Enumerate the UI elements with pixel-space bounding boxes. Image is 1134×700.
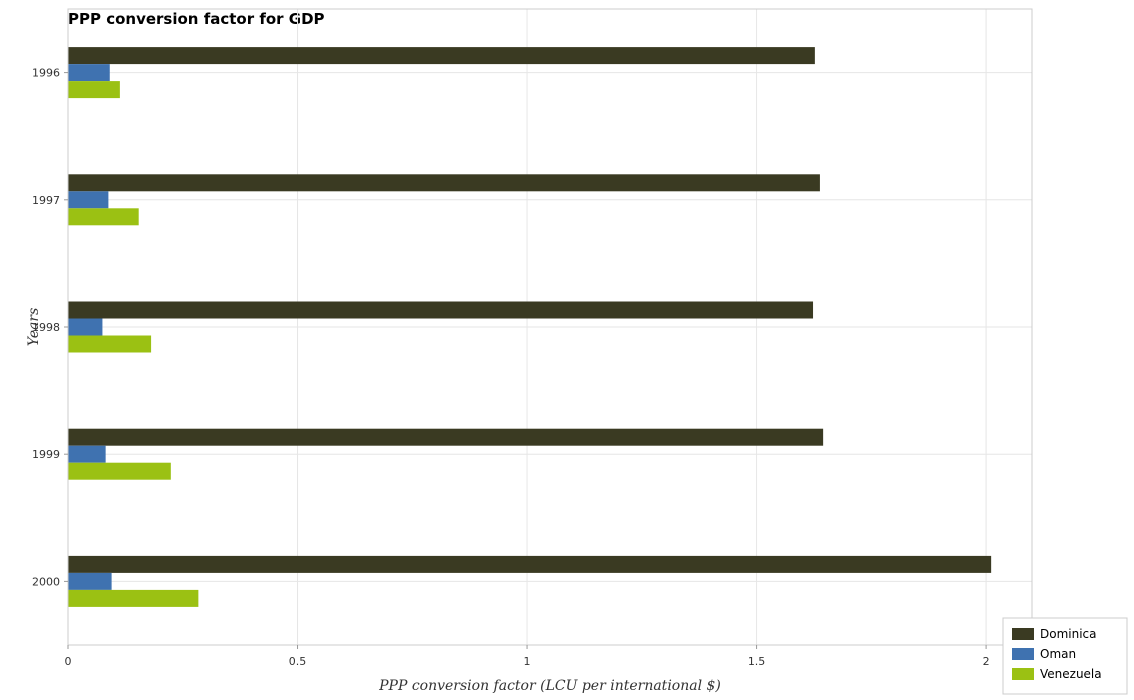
- legend-label-venezuela: Venezuela: [1040, 667, 1102, 681]
- bar-oman: [68, 318, 103, 336]
- legend-label-oman: Oman: [1040, 647, 1076, 661]
- y-axis-ticks: 1996 1997 1998 1999 2000: [32, 67, 68, 588]
- legend-label-dominica: Dominica: [1040, 627, 1097, 641]
- x-axis-ticks: 0 0.5 1 1.5 2: [65, 645, 990, 668]
- bars: [68, 47, 992, 607]
- bar-dominica: [68, 555, 992, 573]
- bar-oman: [68, 445, 106, 463]
- bar-dominica: [68, 47, 815, 65]
- bar-venezuela: [68, 335, 152, 353]
- bar-venezuela: [68, 81, 120, 99]
- x-tick-label: 1.5: [748, 655, 766, 668]
- bar-dominica: [68, 174, 820, 192]
- bar-oman: [68, 64, 110, 82]
- y-tick-label: 1997: [32, 194, 60, 207]
- bar-dominica: [68, 301, 814, 319]
- x-tick-label: 0.5: [289, 655, 307, 668]
- bar-venezuela: [68, 208, 139, 226]
- bar-venezuela: [68, 462, 171, 480]
- y-tick-label: 1998: [32, 321, 60, 334]
- legend: Dominica Oman Venezuela: [1002, 617, 1128, 695]
- legend-swatch-dominica: [1012, 628, 1034, 640]
- grid: [67, 9, 1032, 645]
- bar-oman: [68, 191, 109, 209]
- chart-title: PPP conversion factor for GDP: [68, 10, 325, 28]
- legend-swatch-venezuela: [1012, 668, 1034, 680]
- y-tick-label: 1999: [32, 448, 60, 461]
- x-tick-label: 1: [524, 655, 531, 668]
- y-axis-label: Years: [26, 308, 42, 347]
- x-tick-label: 0: [65, 655, 72, 668]
- y-tick-label: 1996: [32, 67, 60, 80]
- bar-venezuela: [68, 589, 199, 607]
- x-axis-label: PPP conversion factor (LCU per internati…: [378, 678, 721, 694]
- x-tick-label: 2: [983, 655, 990, 668]
- legend-swatch-oman: [1012, 648, 1034, 660]
- y-tick-label: 2000: [32, 575, 60, 588]
- bar-dominica: [68, 428, 824, 446]
- bar-oman: [68, 572, 112, 590]
